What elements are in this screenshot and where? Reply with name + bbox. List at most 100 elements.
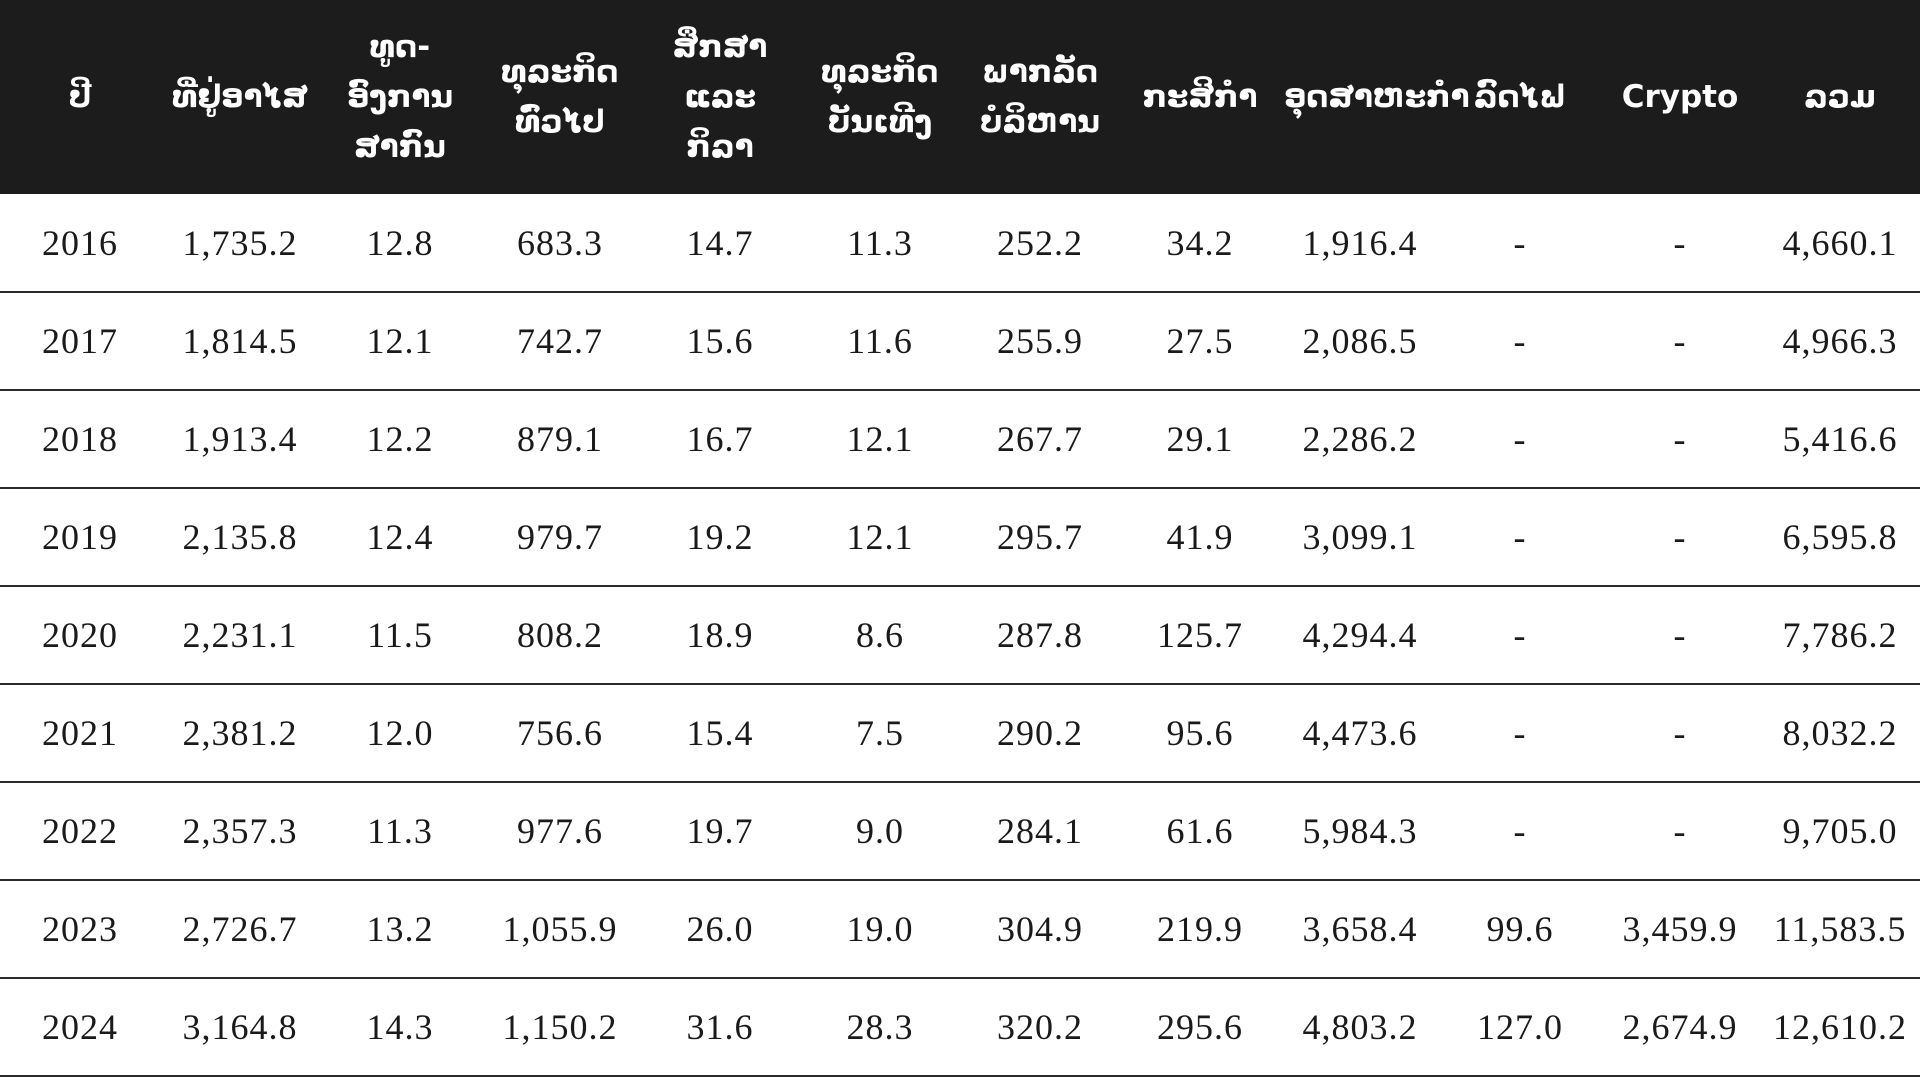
- year-cell: 2019: [0, 488, 160, 587]
- year-cell: 2016: [0, 194, 160, 293]
- table-row: 2017 1,814.5 12.1 742.7 15.6 11.6 255.9 27.5 2,0…: [0, 292, 1920, 391]
- column-header: ລົດໄຟ: [1440, 0, 1600, 194]
- table-cell: 16.7: [640, 390, 800, 489]
- table-cell: -: [1440, 586, 1600, 685]
- column-header: Crypto: [1600, 0, 1760, 194]
- table-cell: 4,473.6: [1280, 684, 1440, 783]
- table-cell: 756.6: [480, 684, 640, 783]
- table-cell: -: [1600, 782, 1760, 881]
- table-cell: 742.7: [480, 292, 640, 391]
- table-cell: -: [1600, 292, 1760, 391]
- column-header: ອຸດສາຫະກຳ: [1280, 0, 1470, 194]
- column-header: ກະສິກຳ: [1120, 0, 1280, 194]
- table-cell: -: [1440, 292, 1600, 391]
- table-cell: 683.3: [480, 194, 640, 293]
- table-cell: 127.0: [1440, 978, 1600, 1077]
- table-cell: -: [1440, 684, 1600, 783]
- column-header-line: ກະສິກຳ: [1142, 79, 1258, 115]
- table-cell: 12.2: [320, 390, 480, 489]
- table-cell: -: [1600, 586, 1760, 685]
- table-cell: 290.2: [960, 684, 1120, 783]
- table-cell: 61.6: [1120, 782, 1280, 881]
- table-cell: 11.3: [320, 782, 480, 881]
- column-header-line: ທູດ-ອົງການ: [346, 29, 454, 115]
- column-header: ທູດ-ອົງການສາກົນ: [320, 0, 480, 194]
- table-cell: 219.9: [1120, 880, 1280, 979]
- table-cell: 4,660.1: [1760, 194, 1920, 293]
- table-cell: 1,150.2: [480, 978, 640, 1077]
- table-cell: 2,231.1: [160, 586, 320, 685]
- table-cell: -: [1440, 390, 1600, 489]
- table-cell: 26.0: [640, 880, 800, 979]
- table-cell: 31.6: [640, 978, 800, 1077]
- table-cell: 95.6: [1120, 684, 1280, 783]
- year-cell: 2020: [0, 586, 160, 685]
- table-cell: 7.5: [800, 684, 960, 783]
- table-cell: 267.7: [960, 390, 1120, 489]
- table-cell: 12.8: [320, 194, 480, 293]
- column-header: ພາກລັດ ບໍລິຫານ: [960, 0, 1120, 194]
- column-header-line: ທີ່ຢູ່ອາໄສ: [172, 79, 308, 115]
- table-cell: 287.8: [960, 586, 1120, 685]
- table-cell: 28.3: [800, 978, 960, 1077]
- table-cell: 2,726.7: [160, 880, 320, 979]
- table-cell: 304.9: [960, 880, 1120, 979]
- table-cell: 879.1: [480, 390, 640, 489]
- table-row: 2021 2,381.2 12.0 756.6 15.4 7.5 290.2 95.6 4,47…: [0, 684, 1920, 783]
- table-cell: 11.6: [800, 292, 960, 391]
- column-header: ທີ່ຢູ່ອາໄສ: [160, 0, 320, 194]
- column-header-line: Crypto: [1621, 79, 1739, 115]
- year-cell: 2021: [0, 684, 160, 783]
- table-cell: -: [1440, 194, 1600, 293]
- table-cell: 14.7: [640, 194, 800, 293]
- table-row: 2019 2,135.8 12.4 979.7 19.2 12.1 295.7 41.9 3,0…: [0, 488, 1920, 587]
- table-cell: 979.7: [480, 488, 640, 587]
- table-header: ປີ ທີ່ຢູ່ອາໄສ ທູດ-ອົງການ ສາກົນ ທຸລະກິດ ທົ່ວໄປ…: [0, 0, 1920, 194]
- table-cell: 255.9: [960, 292, 1120, 391]
- table-cell: 12.4: [320, 488, 480, 587]
- table-cell: 12,610.2: [1760, 978, 1920, 1077]
- table-cell: 11.3: [800, 194, 960, 293]
- table-cell: 1,814.5: [160, 292, 320, 391]
- table-cell: 8,032.2: [1760, 684, 1920, 783]
- table-cell: 125.7: [1120, 586, 1280, 685]
- table-cell: 11.5: [320, 586, 480, 685]
- table-body: 2016 1,735.2 12.8 683.3 14.7 11.3 252.2 34.2 1,9…: [0, 194, 1920, 1077]
- table-cell: 295.6: [1120, 978, 1280, 1077]
- table-cell: -: [1600, 194, 1760, 293]
- table-cell: -: [1440, 782, 1600, 881]
- table-cell: 295.7: [960, 488, 1120, 587]
- table-cell: 12.1: [800, 390, 960, 489]
- table-cell: 11,583.5: [1760, 880, 1920, 979]
- table-cell: 18.9: [640, 586, 800, 685]
- table-cell: 9,705.0: [1760, 782, 1920, 881]
- table-row: 2023 2,726.7 13.2 1,055.9 26.0 19.0 304.9 219.9…: [0, 880, 1920, 979]
- table-cell: 1,913.4: [160, 390, 320, 489]
- table-cell: -: [1600, 684, 1760, 783]
- column-header-line: ທຸລະກິດ: [821, 54, 939, 90]
- column-header: ລວມ: [1760, 0, 1920, 194]
- year-cell: 2018: [0, 390, 160, 489]
- column-header-line: ບັນເທີງ: [827, 104, 933, 140]
- column-header: ທຸລະກິດບັນເທີງ: [800, 0, 960, 194]
- column-header-line: ສາກົນ: [354, 129, 446, 165]
- column-header: ທຸລະກິດ ທົ່ວໄປ: [480, 0, 640, 194]
- table-cell: 12.1: [320, 292, 480, 391]
- table-cell: -: [1600, 488, 1760, 587]
- table-cell: 41.9: [1120, 488, 1280, 587]
- year-cell: 2022: [0, 782, 160, 881]
- table-cell: 5,984.3: [1280, 782, 1440, 881]
- table-cell: 3,164.8: [160, 978, 320, 1077]
- table-cell: 34.2: [1120, 194, 1280, 293]
- table-cell: 4,803.2: [1280, 978, 1440, 1077]
- table-row: 2024 3,164.8 14.3 1,150.2 31.6 28.3 320.2 295.6…: [0, 978, 1920, 1077]
- table-cell: 3,099.1: [1280, 488, 1440, 587]
- table-cell: 29.1: [1120, 390, 1280, 489]
- table-cell: 2,135.8: [160, 488, 320, 587]
- table-cell: 2,674.9: [1600, 978, 1760, 1077]
- table-cell: 4,966.3: [1760, 292, 1920, 391]
- table-cell: 977.6: [480, 782, 640, 881]
- table-cell: 320.2: [960, 978, 1120, 1077]
- table-cell: 19.0: [800, 880, 960, 979]
- table-row: 2018 1,913.4 12.2 879.1 16.7 12.1 267.7 29.1 2,2…: [0, 390, 1920, 489]
